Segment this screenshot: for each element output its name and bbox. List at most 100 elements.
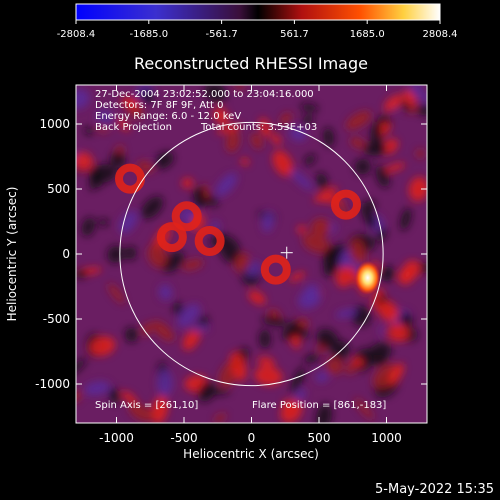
texture-blob [84, 381, 111, 396]
texture-blob [350, 137, 366, 149]
y-tick-label: -500 [43, 312, 70, 326]
emission-ring [156, 222, 187, 253]
annotation-block: 27-Dec-2004 23:02:52.000 to 23:04:16.000… [95, 89, 317, 133]
texture-blob [315, 403, 332, 423]
x-tick-label: -500 [170, 431, 197, 445]
texture-blob [173, 301, 184, 316]
texture-blob [110, 152, 126, 168]
x-tick-label: 0 [248, 431, 256, 445]
texture-blob [399, 313, 412, 325]
texture-blob [290, 366, 306, 393]
texture-blob [302, 114, 314, 125]
texture-blob [322, 246, 340, 268]
texture-blob [161, 251, 185, 273]
texture-blob [177, 303, 201, 328]
annotation-method: Back Projection [95, 122, 172, 133]
emission-ring [171, 201, 202, 232]
texture-blob [118, 210, 138, 234]
x-tick-label: 500 [308, 431, 331, 445]
emission-ring [331, 189, 361, 220]
texture-blob [89, 336, 116, 356]
y-tick-label: 500 [47, 182, 70, 196]
chart-title: Reconstructed RHESSI Image [134, 54, 368, 73]
texture-blob [370, 121, 383, 152]
texture-blob [279, 112, 292, 126]
texture-blob [384, 162, 406, 173]
texture-blob [372, 353, 387, 367]
texture-blob [250, 132, 263, 149]
texture-blob [76, 89, 90, 110]
texture-blob [97, 218, 109, 227]
texture-blob [408, 176, 427, 202]
texture-blob [152, 320, 174, 342]
colorbar-tick-label: -2808.4 [57, 29, 96, 40]
texture-blob [303, 353, 320, 364]
texture-blob [234, 253, 250, 272]
texture-blob [108, 283, 125, 304]
texture-blob [158, 284, 173, 301]
texture-blob [151, 395, 169, 423]
texture-blob [259, 329, 271, 349]
texture-blob [225, 129, 240, 153]
texture-blob [351, 357, 364, 367]
texture-blob [76, 152, 93, 171]
texture-blob [344, 364, 356, 375]
colorbar-tick-label: -561.7 [205, 29, 237, 40]
texture-blob [354, 158, 371, 175]
texture-blob [345, 111, 371, 130]
texture-blob [354, 398, 374, 420]
annotation-spin-axis: Spin Axis = [261,10] [95, 400, 198, 411]
texture-blob [420, 92, 427, 103]
texture-blob [190, 325, 210, 332]
texture-blob [198, 315, 209, 328]
texture-blob [96, 108, 115, 127]
texture-blob [124, 327, 139, 343]
texture-blob [240, 158, 250, 166]
texture-blob [257, 357, 275, 367]
texture-blob [141, 89, 153, 103]
texture-blob [181, 178, 193, 188]
texture-blob [398, 269, 413, 285]
texture-blob [323, 127, 335, 147]
annotation-energy-range: Energy Range: 6.0 - 12.0 keV [95, 111, 241, 122]
texture-blob [76, 358, 87, 377]
texture-blob [229, 352, 247, 381]
emission-sources [115, 163, 381, 295]
x-tick-label: -1000 [99, 431, 134, 445]
colorbar-tick-label: 2808.4 [423, 29, 458, 40]
texture-blob [147, 244, 167, 268]
texture-blob [384, 325, 393, 339]
image-area [75, 84, 428, 424]
y-axis-label: Heliocentric Y (arcsec) [5, 187, 19, 322]
texture-blob [388, 363, 405, 385]
texture-blob [383, 94, 404, 112]
solar-limb-circle [119, 121, 384, 387]
texture-blob [290, 169, 313, 190]
texture-blob [416, 149, 425, 159]
texture-blob [192, 186, 205, 197]
texture-blob [303, 284, 321, 303]
texture-blob [335, 308, 358, 319]
texture-blob [300, 103, 319, 112]
texture-blob [403, 89, 417, 107]
footer-date: 5-May-2022 15:35 [375, 482, 494, 497]
colorbar-tick-label: 561.7 [280, 29, 309, 40]
texture-blob [416, 105, 427, 116]
texture-blob [261, 211, 274, 233]
texture-blob [215, 172, 238, 197]
y-axis: -1000 -500 0 500 1000 [35, 117, 427, 391]
texture-blob [280, 399, 303, 423]
texture-blob [204, 85, 227, 103]
texture-blob [361, 202, 377, 229]
y-tick-label: -1000 [35, 377, 70, 391]
texture-blob [286, 320, 300, 338]
texture-blob [81, 217, 95, 237]
image-texture [76, 85, 427, 423]
texture-blob [261, 316, 288, 327]
texture-blob [316, 328, 339, 349]
x-axis: -1000 -500 0 500 1000 [99, 85, 402, 445]
emission-ring [115, 163, 145, 194]
texture-blob [386, 323, 410, 342]
texture-blob [141, 196, 164, 219]
